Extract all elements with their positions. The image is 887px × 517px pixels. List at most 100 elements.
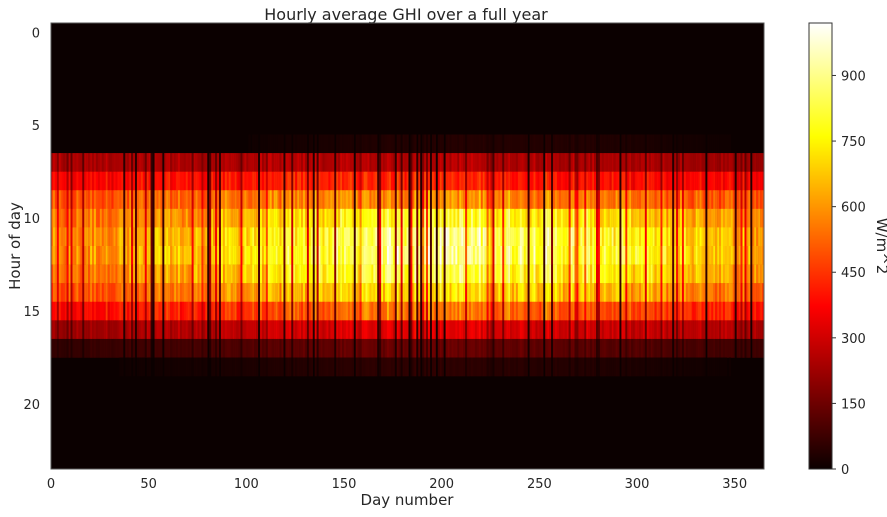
heatmap-cell <box>748 283 751 302</box>
heatmap-cell <box>476 357 480 377</box>
heatmap-cell <box>681 227 685 247</box>
heatmap-cell <box>758 301 761 321</box>
heatmap-cell <box>414 134 417 154</box>
heatmap-cell <box>117 264 120 284</box>
heatmap-cell <box>437 338 440 358</box>
heatmap-cell <box>709 134 712 154</box>
heatmap-cell <box>424 208 427 228</box>
heatmap-cell <box>658 338 661 358</box>
heatmap-cell <box>312 283 315 302</box>
heatmap-cell <box>658 227 661 247</box>
heatmap-cell <box>398 208 401 228</box>
heatmap-cell <box>418 190 421 210</box>
heatmap-cell <box>597 171 601 191</box>
heatmap-cell <box>719 171 722 191</box>
heatmap-cell <box>281 246 284 265</box>
heatmap-cell <box>447 246 450 265</box>
heatmap-cell <box>463 320 466 340</box>
heatmap-cell <box>705 208 708 228</box>
heatmap-cell <box>513 357 517 377</box>
heatmap-cell <box>371 134 374 154</box>
heatmap-cell <box>418 264 421 284</box>
heatmap-cell <box>709 190 712 210</box>
heatmap-cell <box>115 190 118 210</box>
heatmap-cell <box>398 134 401 154</box>
heatmap-cell <box>138 264 142 284</box>
heatmap-cell <box>578 357 581 377</box>
heatmap-cell <box>465 208 468 228</box>
heatmap-cell <box>281 171 284 191</box>
heatmap-cell <box>535 171 538 191</box>
heatmap-cell <box>314 153 317 172</box>
heatmap-cell <box>62 190 65 210</box>
heatmap-cell <box>510 227 513 247</box>
heatmap-cell <box>88 227 91 247</box>
heatmap-cell <box>193 338 196 358</box>
heatmap-cell <box>554 171 558 191</box>
heatmap-cell <box>513 134 517 154</box>
heatmap-cell <box>523 208 526 228</box>
heatmap-cell <box>302 153 306 172</box>
heatmap-cell <box>537 283 540 302</box>
heatmap-cell <box>674 134 677 154</box>
heatmap-cell <box>172 320 175 340</box>
heatmap-cell <box>437 227 440 247</box>
heatmap-cell <box>424 264 427 284</box>
heatmap-cell <box>293 208 296 228</box>
heatmap-cell <box>99 208 103 228</box>
heatmap-cell <box>88 171 91 191</box>
heatmap-cell <box>265 227 269 247</box>
heatmap-cell <box>582 227 585 247</box>
heatmap-cell <box>410 246 413 265</box>
heatmap-cell <box>60 283 63 302</box>
heatmap-cell <box>191 264 194 284</box>
heatmap-cell <box>242 283 245 302</box>
heatmap-cell <box>115 227 118 247</box>
heatmap-cell <box>60 171 63 191</box>
heatmap-cell <box>97 320 101 340</box>
heatmap-cell <box>533 227 536 247</box>
heatmap-cell <box>388 208 392 228</box>
heatmap-cell <box>353 283 356 302</box>
heatmap-cell <box>113 338 116 358</box>
heatmap-cell <box>539 320 542 340</box>
heatmap-cell <box>260 357 263 377</box>
heatmap-cell <box>230 227 233 247</box>
heatmap-cell <box>197 208 200 228</box>
heatmap-cell <box>666 171 669 191</box>
heatmap-cell <box>232 153 235 172</box>
heatmap-cell <box>379 153 382 172</box>
heatmap-cell <box>504 357 507 377</box>
heatmap-cell <box>424 357 427 377</box>
heatmap-cell <box>640 357 644 377</box>
heatmap-cell <box>469 357 472 377</box>
heatmap-cell <box>736 283 739 302</box>
heatmap-cell <box>220 208 224 228</box>
heatmap-cell <box>174 246 177 265</box>
heatmap-cell <box>721 264 724 284</box>
heatmap-cell <box>746 208 749 228</box>
heatmap-cell <box>488 246 491 265</box>
heatmap-cell <box>480 246 483 265</box>
heatmap-cell <box>674 246 677 265</box>
heatmap-cell <box>72 264 75 284</box>
heatmap-cell <box>465 320 468 340</box>
heatmap-cell <box>744 171 747 191</box>
heatmap-cell <box>512 246 515 265</box>
heatmap-cell <box>105 227 108 247</box>
heatmap-cell <box>496 338 499 358</box>
heatmap-cell <box>154 320 157 340</box>
heatmap-cell <box>482 153 485 172</box>
heatmap-cell <box>375 320 378 340</box>
heatmap-cell <box>123 227 126 247</box>
heatmap-cell <box>279 320 282 340</box>
heatmap-cell <box>162 190 165 210</box>
heatmap-cell <box>359 301 362 321</box>
heatmap-cell <box>322 357 325 377</box>
heatmap-cell <box>336 190 339 210</box>
heatmap-cell <box>482 227 485 247</box>
heatmap-cell <box>664 264 667 284</box>
heatmap-cell <box>613 190 616 210</box>
heatmap-cell <box>336 171 339 191</box>
